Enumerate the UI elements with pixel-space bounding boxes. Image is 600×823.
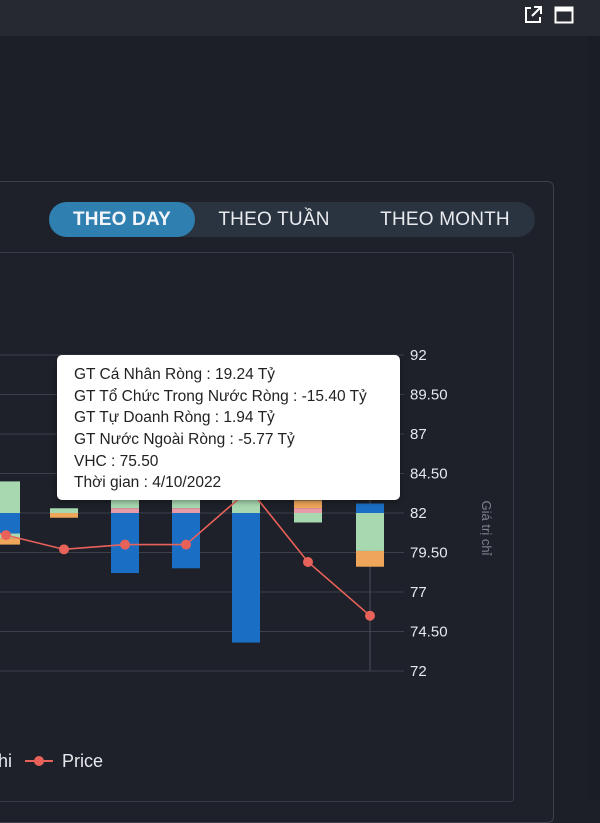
tooltip-line-to-chuc: GT Tổ Chức Trong Nước Ròng : -15.40 Tỷ bbox=[74, 388, 367, 405]
tab-theo-tuan[interactable]: THEO TUẦN bbox=[218, 209, 330, 230]
top-bar-strip bbox=[0, 0, 588, 36]
bar-segment-tu_doanh[interactable] bbox=[0, 538, 20, 545]
y-tick-label: 72 bbox=[410, 663, 427, 680]
y-tick-label: 77 bbox=[410, 584, 427, 601]
y-tick-label: 82 bbox=[410, 505, 427, 522]
scrollbar-gutter[interactable] bbox=[588, 36, 600, 800]
legend-partial-label: hi bbox=[0, 751, 13, 771]
y-tick-label: 74.50 bbox=[410, 624, 448, 641]
top-bar bbox=[0, 0, 600, 36]
bar-segment-ca_nhan[interactable] bbox=[294, 513, 322, 523]
price-point[interactable] bbox=[1, 530, 11, 541]
tooltip-line-ca-nhan: GT Cá Nhân Ròng : 19.24 Tỷ bbox=[74, 366, 276, 383]
price-point[interactable] bbox=[365, 610, 375, 621]
bar-segment-ca_nhan[interactable] bbox=[0, 481, 20, 513]
bar-segment-to_chuc[interactable] bbox=[0, 513, 20, 534]
bar-segment-tu_doanh_pink[interactable] bbox=[294, 508, 322, 513]
tooltip-line-thoi-gian: Thời gian : 4/10/2022 bbox=[74, 474, 222, 491]
y-tick-label: 84.50 bbox=[410, 466, 448, 483]
right-axis-label: Giá trị chỉ bbox=[479, 501, 494, 556]
tooltip-line-vhc: VHC : 75.50 bbox=[74, 453, 159, 470]
price-point[interactable] bbox=[59, 544, 69, 555]
legend-item-partial[interactable]: hi bbox=[0, 750, 12, 772]
bars-group bbox=[0, 481, 384, 643]
y-tick-label: 79.50 bbox=[410, 545, 448, 562]
price-point[interactable] bbox=[303, 556, 313, 567]
y-tick-label: 92 bbox=[410, 347, 427, 364]
tooltip: GT Cá Nhân Ròng : 19.24 Tỷ GT Tổ Chức Tr… bbox=[57, 355, 400, 500]
tab-theo-month[interactable]: THEO MONTH bbox=[380, 209, 510, 230]
tooltip-line-nuoc-ngoai: GT Nước Ngoài Ròng : -5.77 Tỷ bbox=[74, 431, 295, 448]
bar-segment-tu_doanh_pink[interactable] bbox=[172, 508, 200, 513]
y-tick-label: 87 bbox=[410, 426, 427, 443]
price-point[interactable] bbox=[181, 539, 191, 550]
legend-price-dot bbox=[34, 756, 44, 766]
price-point[interactable] bbox=[120, 539, 130, 550]
bar-segment-tu_doanh[interactable] bbox=[356, 550, 384, 567]
bar-segment-ca_nhan[interactable] bbox=[356, 513, 384, 551]
open-external-icon[interactable] bbox=[522, 4, 544, 26]
tooltip-line-tu-doanh: GT Tự Doanh Ròng : 1.94 Tỷ bbox=[74, 409, 275, 426]
y-tick-label: 89.50 bbox=[410, 387, 448, 404]
bar-segment-ca_nhan[interactable] bbox=[50, 508, 78, 513]
bar-segment-tu_doanh[interactable] bbox=[294, 500, 322, 509]
maximize-icon[interactable] bbox=[553, 4, 575, 26]
bar-segment-to_chuc[interactable] bbox=[232, 513, 260, 643]
bar-segment-tu_doanh_pink[interactable] bbox=[111, 508, 139, 513]
legend-price-label: Price bbox=[62, 751, 104, 771]
bar-segment-to_chuc[interactable] bbox=[356, 503, 384, 513]
period-tabs: THEO DAY THEO TUẦN THEO MONTH bbox=[49, 202, 535, 237]
tick-labels: 92 89.50 87 84.50 82 79.50 77 74.50 72 bbox=[410, 347, 448, 680]
legend-item-price[interactable]: Price bbox=[25, 750, 115, 772]
price-line-group bbox=[0, 482, 375, 621]
tab-theo-day[interactable]: THEO DAY bbox=[49, 202, 195, 237]
bar-segment-tu_doanh[interactable] bbox=[50, 513, 78, 518]
